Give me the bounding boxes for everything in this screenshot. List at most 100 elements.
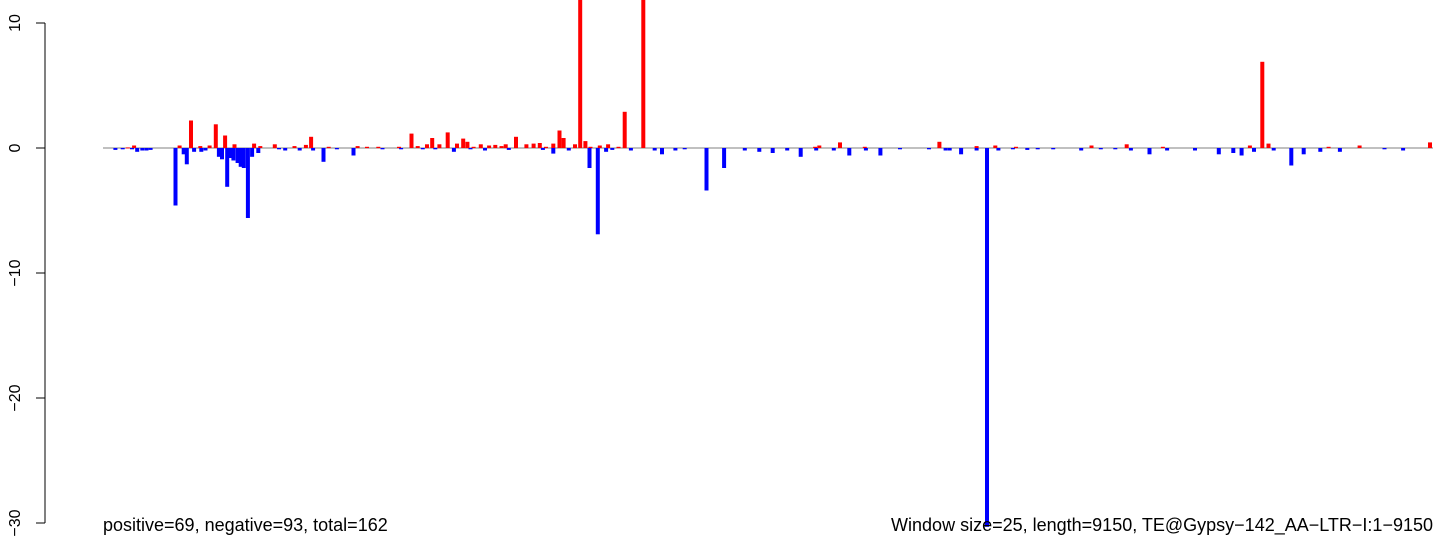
negative-bar [225, 148, 230, 187]
positive-bar [862, 146, 867, 149]
negative-bar [1113, 148, 1118, 150]
y-tick-label: −30 [7, 509, 24, 536]
negative-bar [878, 148, 883, 156]
positive-bar [445, 132, 450, 148]
positive-bar [189, 120, 193, 148]
positive-bar [292, 146, 297, 148]
negative-bar [595, 148, 600, 235]
negative-bar [974, 148, 979, 151]
negative-bar [610, 148, 615, 150]
negative-bars [113, 148, 1406, 527]
negative-bar [996, 148, 1001, 151]
positive-bar [606, 144, 611, 149]
negative-bar [943, 148, 948, 151]
positive-bar [597, 145, 602, 148]
positive-bar [1014, 146, 1018, 149]
positive-bar [557, 130, 562, 148]
positive-bar [232, 144, 237, 149]
positive-bar [465, 141, 470, 149]
y-tick-label: −10 [7, 259, 24, 286]
positive-bar [493, 144, 498, 148]
positive-bar [409, 133, 414, 148]
negative-bar [947, 148, 952, 151]
positive-bar [365, 146, 369, 149]
negative-bar [311, 148, 316, 151]
negative-bar [566, 148, 571, 151]
positive-bar [177, 145, 182, 148]
positive-bar [303, 144, 308, 148]
positive-bar [437, 144, 442, 149]
positive-bar [817, 145, 822, 148]
positive-bar [309, 136, 314, 149]
negative-bar [551, 148, 556, 154]
negative-bar [144, 148, 149, 151]
negative-bar [770, 148, 775, 153]
negative-bar [587, 148, 592, 168]
negative-bar [1231, 148, 1236, 153]
positive-bar [455, 143, 459, 148]
negative-bar [334, 148, 339, 150]
negative-bar [1147, 148, 1152, 155]
positive-bar [974, 146, 979, 148]
negative-bar [682, 148, 687, 150]
negative-bar [1289, 148, 1294, 166]
negative-bar [120, 148, 125, 150]
negative-bar [1271, 148, 1276, 151]
positive-bar [551, 143, 556, 148]
negative-bar [673, 148, 678, 151]
positive-bar [478, 144, 483, 149]
positive-bar [993, 145, 998, 148]
y-tick-label: 0 [7, 143, 24, 152]
negative-bar [959, 148, 964, 155]
negative-bar [451, 148, 456, 152]
negative-bar [130, 148, 134, 150]
positive-bar [430, 138, 435, 148]
positive-bar [1428, 142, 1432, 148]
negative-bar [1128, 148, 1133, 151]
negative-bar [1035, 148, 1040, 150]
positive-bar [531, 143, 536, 148]
negative-bar [1252, 148, 1256, 152]
positive-bar [425, 144, 429, 149]
negative-bar [113, 148, 118, 150]
negative-bar [927, 148, 931, 150]
positive-bar [223, 135, 228, 148]
negative-bar [228, 148, 233, 158]
negative-bar [241, 148, 246, 168]
positive-bar [1266, 143, 1271, 148]
negative-bar [192, 148, 197, 152]
positive-bar [376, 146, 381, 149]
positive-bar [561, 138, 566, 148]
negative-bar [277, 148, 281, 150]
positive-bar [578, 0, 583, 148]
window-info-annotation: Window size=25, length=9150, TE@Gypsy−14… [891, 515, 1433, 536]
positive-bar [524, 144, 529, 149]
negative-bar [283, 148, 288, 151]
negative-bar [1051, 148, 1056, 150]
negative-bar [1079, 148, 1084, 151]
positive-bar [622, 111, 627, 149]
y-axis: 10 0 −10 −20 −30 [7, 14, 46, 537]
positive-bar [326, 146, 331, 149]
positive-bar [838, 142, 842, 148]
negative-bar [898, 148, 902, 150]
positive-bar [583, 141, 588, 148]
positive-bar [213, 124, 218, 149]
negative-bar [831, 148, 836, 151]
positive-bar [258, 146, 263, 148]
positive-bar [537, 143, 542, 148]
positive-bar [415, 146, 420, 148]
negative-bar [380, 148, 385, 150]
negative-bar [785, 148, 790, 151]
positive-bar [503, 144, 508, 149]
positive-bar [573, 144, 577, 149]
negative-bar [757, 148, 762, 152]
negative-bar [184, 148, 189, 165]
negative-bar [604, 148, 609, 152]
negative-bar [140, 148, 145, 151]
negative-bar [250, 148, 255, 157]
negative-bar [468, 148, 473, 150]
positive-bar [641, 0, 646, 148]
negative-bar [256, 148, 261, 153]
